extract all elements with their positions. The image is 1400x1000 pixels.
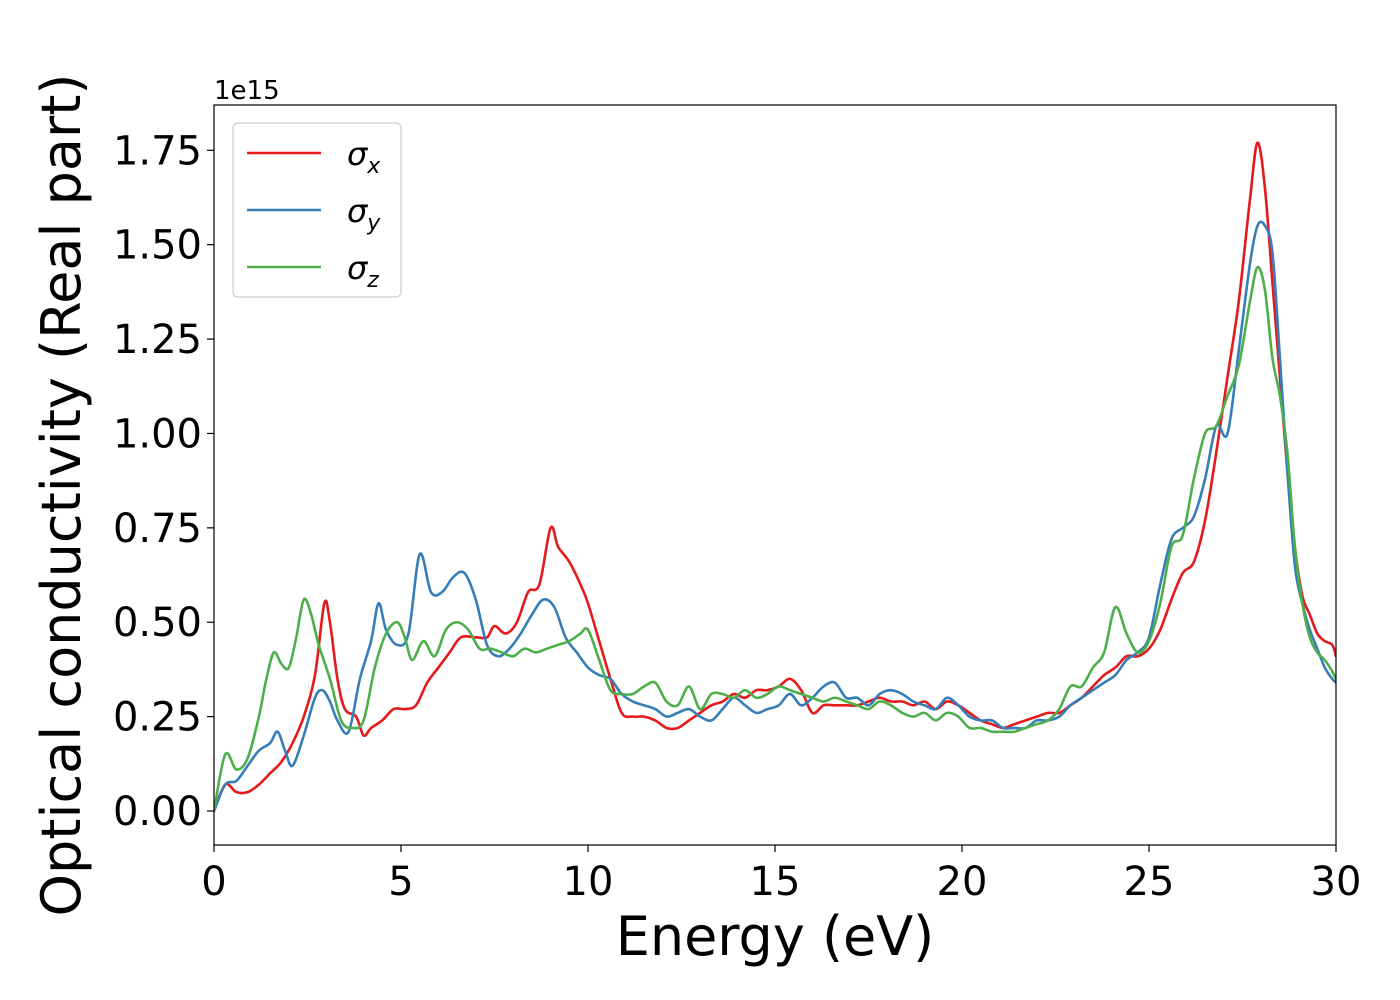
y-axis: 0.00 0.25 0.50 0.75 1.00 1.25 1.50 1.75 [113,128,214,835]
x-tick-label: 30 [1311,859,1362,905]
y-tick-label: 1.25 [113,317,202,363]
y-offset-label: 1e15 [214,76,280,106]
y-tick-label: 0.75 [113,506,202,552]
legend-label-z: σz [347,249,379,293]
series-layer [214,141,1336,813]
legend-label-x: σx [347,135,381,179]
x-tick-label: 20 [937,859,988,905]
y-tick-label: 1.50 [113,223,202,269]
legend: σx σy σz [232,122,402,298]
series-line-x [214,141,1336,813]
y-tick-label: 1.00 [113,411,202,457]
y-tick-label: 0.00 [113,789,202,835]
x-axis: 0 5 10 15 20 25 30 [201,845,1361,905]
y-axis-title: Optical conductivity (Real part) [30,74,93,917]
x-tick-label: 15 [750,859,801,905]
x-tick-label: 10 [563,859,614,905]
x-axis-title: Energy (eV) [616,905,935,968]
series-line-y [214,220,1336,813]
legend-label-y: σy [347,192,381,236]
y-tick-label: 0.25 [113,695,202,741]
y-tick-label: 1.75 [113,128,202,174]
x-tick-label: 25 [1124,859,1175,905]
series-line-z [214,265,1336,813]
y-tick-label: 0.50 [113,600,202,646]
x-tick-label: 5 [388,859,413,905]
x-tick-label: 0 [201,859,226,905]
